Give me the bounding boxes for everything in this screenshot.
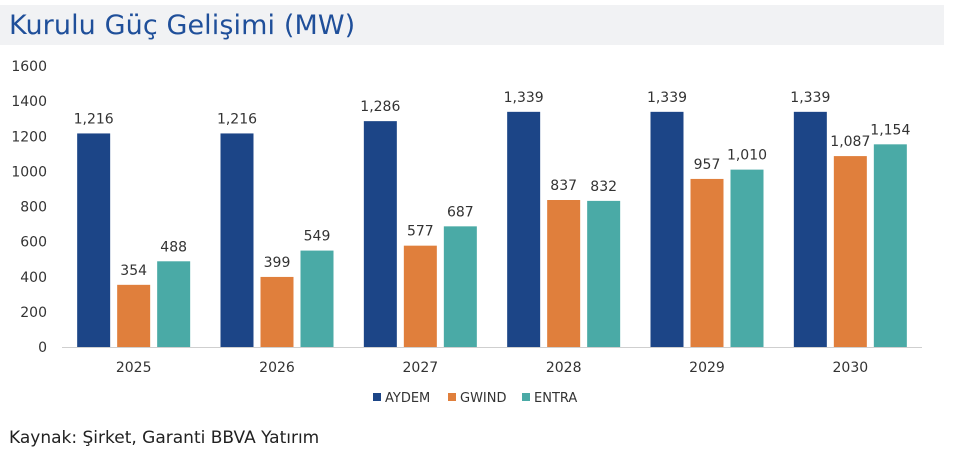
chart-title: Kurulu Güç Gelişimi (MW) — [9, 10, 356, 41]
legend-label-aydem: AYDEM — [385, 391, 430, 406]
data-label-gwind-2028: 837 — [550, 178, 577, 194]
y-tick-label: 1600 — [11, 59, 47, 75]
legend-swatch-entra — [522, 393, 530, 401]
data-label-entra-2029: 1,010 — [727, 148, 767, 164]
bar-gwind-2029 — [690, 178, 724, 347]
x-tick-label: 2029 — [689, 360, 725, 376]
data-label-aydem-2025: 1,216 — [74, 111, 114, 127]
bar-gwind-2028 — [547, 200, 581, 347]
data-label-entra-2028: 832 — [590, 179, 617, 195]
data-label-gwind-2027: 577 — [407, 224, 434, 240]
y-tick-label: 200 — [20, 305, 47, 321]
bar-entra-2030 — [873, 144, 907, 347]
data-label-entra-2025: 488 — [160, 239, 187, 255]
legend-swatch-gwind — [448, 393, 456, 401]
bar-aydem-2025 — [77, 133, 111, 347]
bars — [77, 111, 907, 348]
data-label-entra-2030: 1,154 — [870, 122, 910, 138]
x-tick-label: 2025 — [116, 360, 152, 376]
bar-entra-2027 — [443, 226, 477, 347]
x-axis: 2025 2026 2027 2028 2029 2030 — [62, 347, 922, 376]
bar-aydem-2027 — [363, 121, 397, 348]
data-label-aydem-2027: 1,286 — [360, 99, 400, 115]
y-tick-label: 1400 — [11, 94, 47, 110]
bar-entra-2025 — [157, 261, 191, 347]
bar-aydem-2029 — [650, 111, 684, 347]
title-bar — [0, 5, 944, 45]
data-label-entra-2026: 549 — [304, 229, 331, 245]
data-label-aydem-2029: 1,339 — [647, 90, 687, 106]
legend-label-entra: ENTRA — [534, 391, 577, 406]
bar-gwind-2030 — [833, 156, 867, 347]
y-tick-label: 1200 — [11, 129, 47, 145]
bar-entra-2028 — [587, 200, 621, 347]
legend: AYDEM GWIND ENTRA — [373, 391, 577, 406]
y-tick-label: 1000 — [11, 164, 47, 180]
x-tick-label: 2030 — [833, 360, 869, 376]
bar-aydem-2028 — [507, 111, 541, 347]
data-label-gwind-2025: 354 — [120, 263, 147, 279]
legend-swatch-aydem — [373, 393, 381, 401]
data-label-entra-2027: 687 — [447, 204, 474, 220]
bar-chart: 0 200 400 600 800 1000 1200 1400 1600 1,216 354 48… — [11, 59, 922, 406]
data-label-gwind-2030: 1,087 — [830, 134, 870, 150]
data-label-aydem-2026: 1,216 — [217, 111, 257, 127]
y-tick-label: 0 — [38, 340, 47, 356]
bar-aydem-2030 — [793, 111, 827, 347]
data-label-aydem-2028: 1,339 — [504, 90, 544, 106]
data-label-gwind-2029: 957 — [694, 157, 721, 173]
source-note: Kaynak: Şirket, Garanti BBVA Yatırım — [9, 428, 320, 448]
bar-gwind-2025 — [117, 284, 151, 347]
data-label-gwind-2026: 399 — [264, 255, 291, 271]
bar-gwind-2026 — [260, 276, 294, 347]
y-tick-label: 400 — [20, 270, 47, 286]
data-label-aydem-2030: 1,339 — [790, 90, 830, 106]
bar-entra-2026 — [300, 250, 334, 347]
y-axis: 0 200 400 600 800 1000 1200 1400 1600 — [11, 59, 47, 356]
x-tick-label: 2027 — [403, 360, 439, 376]
legend-label-gwind: GWIND — [460, 391, 507, 406]
bar-entra-2029 — [730, 169, 764, 347]
bar-gwind-2027 — [403, 245, 437, 347]
data-labels: 1,216 354 488 1,216 399 549 1,286 577 687 1,339 83… — [74, 90, 911, 279]
x-tick-label: 2028 — [546, 360, 582, 376]
bar-aydem-2026 — [220, 133, 254, 347]
x-tick-label: 2026 — [259, 360, 295, 376]
y-tick-label: 600 — [20, 235, 47, 251]
y-tick-label: 800 — [20, 200, 47, 216]
